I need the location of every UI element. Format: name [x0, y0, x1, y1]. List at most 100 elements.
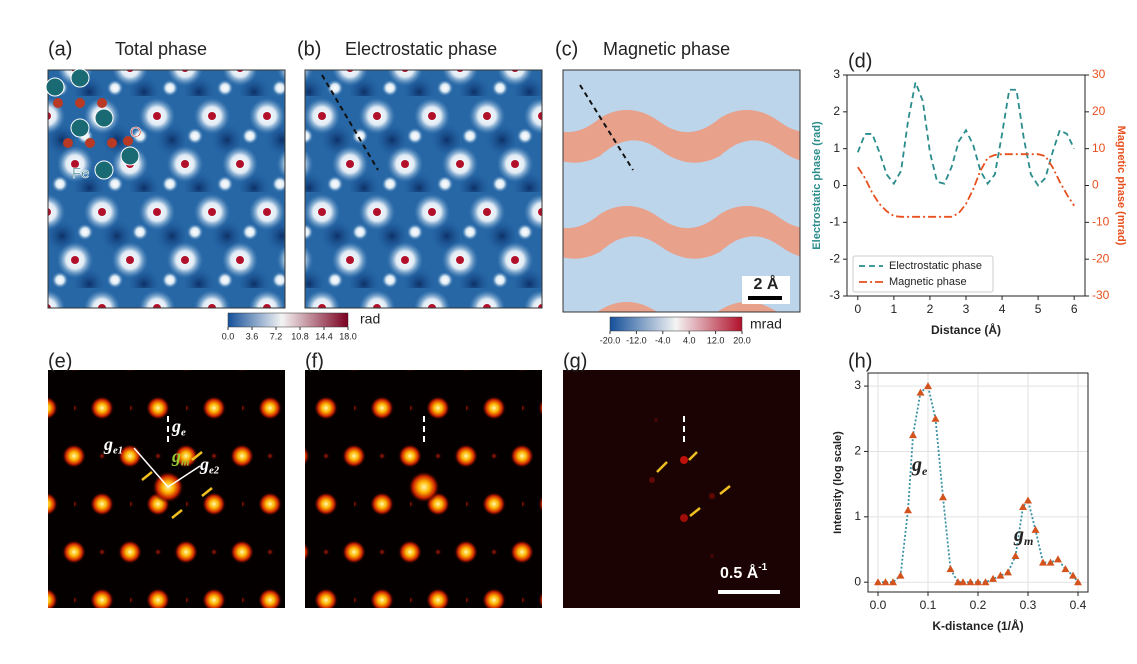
symbol: g	[911, 454, 922, 476]
series-line	[856, 79, 1075, 187]
symbol: g	[171, 416, 181, 436]
y2-tick-label: 10	[1092, 141, 1106, 155]
subscript: m	[1024, 534, 1033, 548]
g-vector-label: ge	[171, 416, 186, 439]
g-vector-label: ge	[911, 454, 928, 478]
subscript: e1	[113, 445, 123, 457]
arrows	[141, 451, 731, 519]
total-phase-image	[47, 69, 286, 309]
y-tick-label: 3	[833, 67, 840, 81]
marker	[981, 578, 990, 586]
g-vectors	[133, 447, 201, 488]
symbol: g	[1013, 524, 1024, 546]
symbol: g	[103, 434, 113, 454]
panel-label: (h)	[848, 350, 872, 372]
colorbar-tick-label: 3.6	[246, 331, 259, 341]
marker	[896, 571, 905, 579]
g-vector-label: gm	[1013, 524, 1033, 548]
x-tick-label: 5	[1035, 302, 1042, 316]
x-tick-label: 3	[963, 302, 970, 316]
panel-title: Electrostatic phase	[345, 39, 497, 59]
x-tick-label: 0.4	[1070, 598, 1087, 612]
marker	[1011, 552, 1020, 560]
center-spot	[408, 471, 440, 503]
subscript: m	[181, 457, 189, 469]
y2-axis-label: Magnetic phase (mrad)	[1115, 126, 1127, 246]
marker	[1074, 578, 1082, 586]
marker	[1031, 525, 1040, 533]
panel-label: (b)	[297, 38, 321, 60]
panel-label: (g)	[563, 350, 587, 372]
marker	[924, 382, 932, 390]
subscript: e2	[209, 465, 220, 477]
colorbar-tick-label: 10.8	[291, 331, 309, 341]
marker	[959, 578, 967, 586]
series-line	[857, 153, 1075, 218]
x-tick-label: 0.1	[920, 598, 937, 612]
x-tick-label: 0.2	[970, 598, 987, 612]
symbol: g	[199, 454, 209, 474]
marker	[974, 578, 982, 586]
colorbar-tick-label: -4.0	[655, 335, 671, 345]
colorbar-tick-label: 20.0	[733, 335, 751, 345]
y2-tick-label: -20	[1092, 251, 1110, 265]
legend-box	[852, 255, 994, 293]
superscript: -1	[758, 562, 767, 573]
colorbar-tick-label: 4.0	[683, 335, 696, 345]
x-axis-label: K-distance (1/Å)	[932, 618, 1023, 633]
colorbar-tick-label: 18.0	[339, 331, 357, 341]
y-tick-label: 0	[833, 178, 840, 192]
x-tick-label: 0.3	[1020, 598, 1037, 612]
panel-title: Total phase	[115, 39, 207, 59]
symbol: g	[171, 446, 181, 466]
fft-magnetic	[563, 370, 800, 608]
marker	[1004, 568, 1012, 576]
colorbar-unit: rad	[360, 311, 380, 327]
marker	[946, 565, 955, 573]
marker	[989, 574, 997, 582]
panel-title: Magnetic phase	[603, 39, 730, 59]
marker	[881, 578, 890, 586]
text: 0.5 Å	[720, 563, 759, 582]
y-tick-label: 2	[854, 444, 861, 458]
subscript: e	[922, 464, 928, 478]
marker	[996, 571, 1005, 579]
colorbar-tick-label: 14.4	[315, 331, 333, 341]
y-tick-label: 3	[854, 378, 861, 392]
series-line	[878, 384, 1079, 584]
reference-lines	[167, 416, 685, 444]
marker	[916, 388, 925, 396]
marker	[1024, 496, 1032, 504]
y-tick-label: 2	[833, 104, 840, 118]
y2-tick-label: 20	[1092, 104, 1106, 118]
marker	[931, 414, 940, 422]
y-tick-label: -1	[829, 215, 840, 229]
magnetic-spots	[649, 418, 715, 558]
electrostatic-phase-image	[304, 69, 543, 309]
x-tick-label: 2	[927, 302, 934, 316]
subscript: e	[181, 427, 186, 439]
y2-tick-label: 30	[1092, 67, 1106, 81]
legend-label: Magnetic phase	[889, 276, 967, 288]
atom-label: O	[130, 124, 142, 141]
marker	[1069, 571, 1077, 579]
colorbar-unit: mrad	[750, 316, 782, 332]
marker	[1046, 558, 1055, 566]
panel-label: (d)	[848, 50, 872, 72]
y2-tick-label: 0	[1092, 178, 1099, 192]
y-tick-label: -2	[829, 251, 840, 265]
atom-overlay	[45, 68, 140, 180]
y-tick-label: 0	[854, 574, 861, 588]
colorbar-tick-label: 12.0	[707, 335, 725, 345]
y-axis-label: Intensity (log scale)	[832, 431, 844, 534]
y-tick-label: 1	[833, 141, 840, 155]
x-tick-label: 4	[999, 302, 1006, 316]
scale-bar-label: 2 Å	[754, 274, 779, 293]
g-vector-label: ge2	[199, 454, 220, 477]
marker	[1019, 503, 1027, 511]
line-profile	[321, 74, 379, 171]
colorbar	[227, 312, 349, 328]
g-vector-label: gm	[171, 446, 189, 469]
